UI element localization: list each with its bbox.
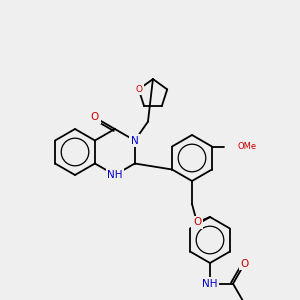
Text: NH: NH [202,279,218,289]
Text: O: O [135,85,142,94]
Text: N: N [131,136,139,146]
Text: O: O [91,112,99,122]
Text: OMe: OMe [238,142,257,151]
Text: O: O [240,259,249,269]
Text: NH: NH [107,170,123,180]
Text: O: O [193,218,201,227]
